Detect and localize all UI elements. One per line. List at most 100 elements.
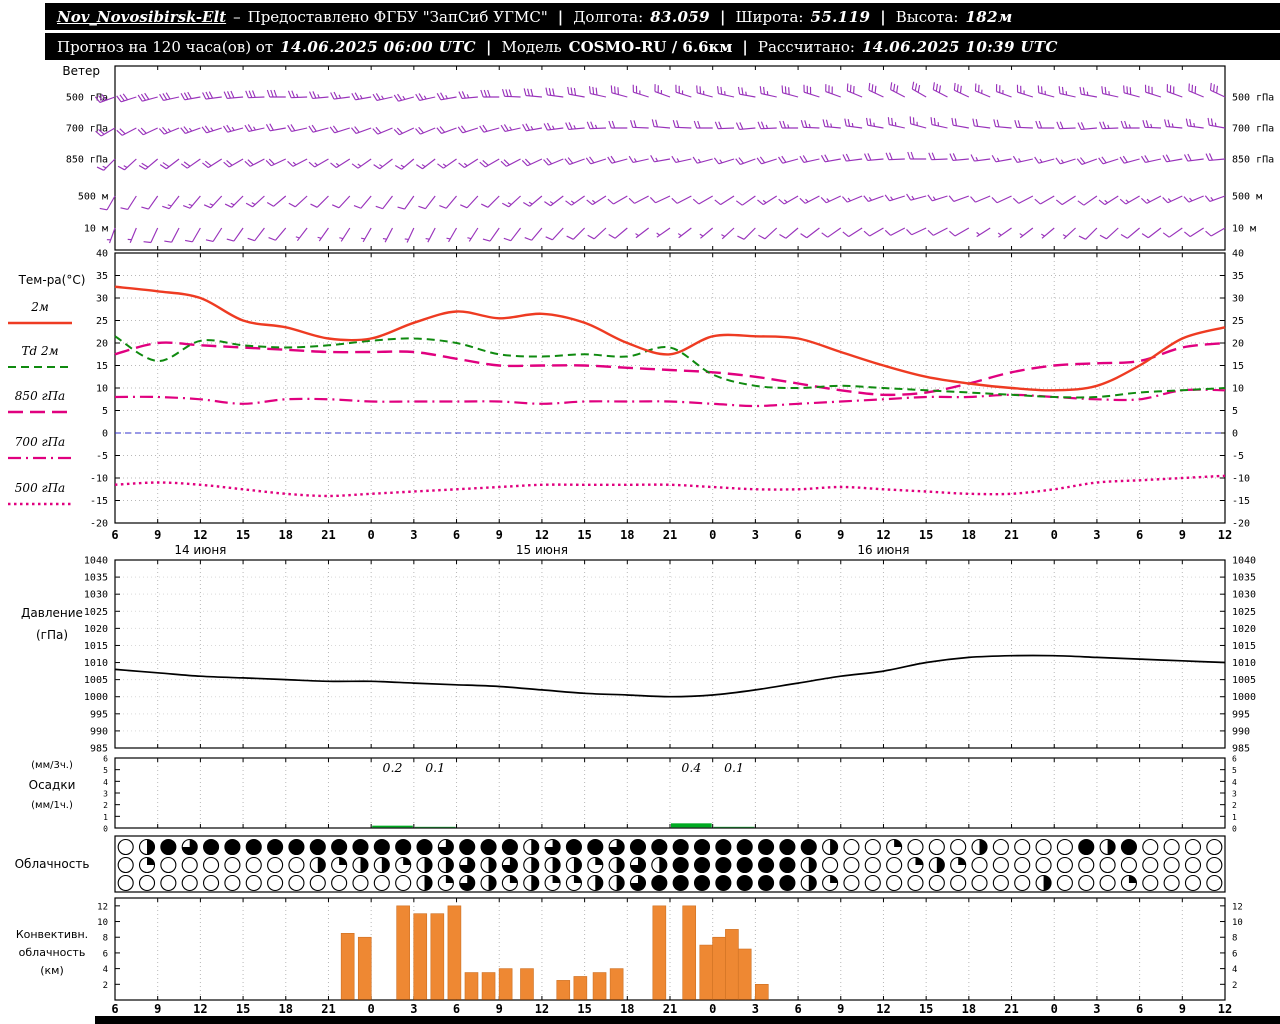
svg-text:9: 9 xyxy=(496,528,503,542)
cloudiness-panel: Облачность xyxy=(15,835,1226,893)
header-line2: Прогноз на 120 часа(ов) от 14.06.2025 06… xyxy=(45,33,1280,60)
svg-text:10: 10 xyxy=(97,918,108,928)
svg-text:4: 4 xyxy=(103,778,108,787)
svg-text:10: 10 xyxy=(1232,384,1244,395)
svg-text:985: 985 xyxy=(90,744,108,755)
bottom-time-axis: 6 9 12 15 18 21 0 3 6 9 12 15 18 21 0 3 6 9 12 15 18 21 0 3 6 9 12 xyxy=(111,1002,1232,1016)
svg-text:985: 985 xyxy=(1232,744,1250,755)
svg-text:21: 21 xyxy=(321,1002,335,1016)
svg-text:15 июня: 15 июня xyxy=(516,543,568,557)
svg-text:0.1: 0.1 xyxy=(425,760,445,775)
svg-text:15: 15 xyxy=(919,528,933,542)
separator-icon: | xyxy=(742,37,748,56)
svg-text:облачность: облачность xyxy=(19,946,86,959)
svg-text:18: 18 xyxy=(620,1002,634,1016)
svg-text:20: 20 xyxy=(96,339,108,350)
svg-text:Конвективн.: Конвективн. xyxy=(16,928,88,941)
svg-text:0: 0 xyxy=(102,429,108,440)
svg-text:18: 18 xyxy=(962,1002,976,1016)
svg-text:9: 9 xyxy=(496,1002,503,1016)
svg-text:1020: 1020 xyxy=(1232,624,1256,635)
svg-text:1040: 1040 xyxy=(84,556,108,567)
svg-text:2: 2 xyxy=(103,981,108,991)
svg-text:0: 0 xyxy=(709,528,716,542)
svg-text:850 гПа: 850 гПа xyxy=(1232,155,1274,166)
svg-text:-10: -10 xyxy=(1232,474,1250,485)
svg-text:12: 12 xyxy=(876,528,890,542)
svg-text:(гПа): (гПа) xyxy=(36,628,68,642)
svg-text:6: 6 xyxy=(1136,1002,1143,1016)
svg-text:40: 40 xyxy=(96,249,108,260)
svg-text:0: 0 xyxy=(368,528,375,542)
svg-text:1000: 1000 xyxy=(84,692,108,703)
svg-text:2м: 2м xyxy=(30,300,49,314)
svg-text:15: 15 xyxy=(919,1002,933,1016)
svg-text:1025: 1025 xyxy=(1232,607,1256,618)
svg-text:Осадки: Осадки xyxy=(29,778,76,792)
svg-text:6: 6 xyxy=(794,1002,801,1016)
svg-text:3: 3 xyxy=(103,790,108,799)
precipitation-panel: 0 0 1 1 2 2 3 3 4 4 5 5 6 6 0.2 0.1 0.4 0.1 (мм/3ч.) Осадки… xyxy=(29,755,1237,834)
svg-text:12: 12 xyxy=(1218,528,1232,542)
svg-text:12: 12 xyxy=(97,902,108,912)
wind-panel: Ветер 500 гПа 500 гПа 700 гПа 700 гПа 850 гПа… xyxy=(62,64,1274,251)
svg-text:35: 35 xyxy=(1232,271,1244,282)
svg-text:1010: 1010 xyxy=(84,658,108,669)
svg-text:12: 12 xyxy=(193,528,207,542)
svg-text:1035: 1035 xyxy=(84,573,108,584)
svg-text:1020: 1020 xyxy=(84,624,108,635)
latitude-label: Широта: xyxy=(735,7,804,26)
svg-text:995: 995 xyxy=(1232,709,1250,720)
svg-text:-10: -10 xyxy=(90,474,108,485)
svg-text:5: 5 xyxy=(102,406,108,417)
svg-text:12: 12 xyxy=(1218,1002,1232,1016)
svg-text:30: 30 xyxy=(96,294,108,305)
svg-text:6: 6 xyxy=(111,1002,118,1016)
header-line1: Nov_Novosibirsk-Elt – Предоставлено ФГБУ… xyxy=(45,3,1280,30)
svg-text:6: 6 xyxy=(1136,528,1143,542)
separator-icon: | xyxy=(486,37,492,56)
svg-text:700 гПа: 700 гПа xyxy=(1232,124,1274,135)
convective-cloud-panel: 2 2 4 4 6 6 8 8 10 10 12 12 Конвективн. облачность (км… xyxy=(16,897,1243,1001)
svg-text:500 м: 500 м xyxy=(78,192,108,203)
svg-text:1010: 1010 xyxy=(1232,658,1256,669)
svg-text:990: 990 xyxy=(1232,726,1250,737)
longitude-label: Долгота: xyxy=(573,7,644,26)
svg-text:8: 8 xyxy=(103,934,108,944)
svg-text:1: 1 xyxy=(1232,813,1237,822)
svg-text:1015: 1015 xyxy=(84,641,108,652)
svg-text:0: 0 xyxy=(368,1002,375,1016)
svg-text:14 июня: 14 июня xyxy=(174,543,226,557)
svg-text:21: 21 xyxy=(663,528,677,542)
svg-text:500 м: 500 м xyxy=(1232,192,1262,203)
svg-text:12: 12 xyxy=(193,1002,207,1016)
svg-text:6: 6 xyxy=(1232,949,1237,959)
svg-text:25: 25 xyxy=(1232,316,1244,327)
svg-text:1005: 1005 xyxy=(1232,675,1256,686)
altitude-label: Высота: xyxy=(895,7,959,26)
svg-text:6: 6 xyxy=(1232,755,1237,764)
time-axis: 6 9 12 15 18 21 0 3 6 9 12 15 18 21 0 3 6 9 12 15 18 21 0 3 6 9 12… xyxy=(111,528,1232,557)
svg-text:6: 6 xyxy=(453,528,460,542)
model-value: COSMO-RU / 6.6км xyxy=(568,37,733,56)
svg-text:0: 0 xyxy=(1051,1002,1058,1016)
svg-text:3: 3 xyxy=(1232,790,1237,799)
svg-text:8: 8 xyxy=(1232,934,1237,944)
svg-text:-20: -20 xyxy=(90,519,108,530)
svg-text:0: 0 xyxy=(1232,825,1237,834)
svg-text:700 гПа: 700 гПа xyxy=(66,124,108,135)
svg-text:16 июня: 16 июня xyxy=(857,543,909,557)
svg-text:3: 3 xyxy=(752,528,759,542)
header-dash: – xyxy=(233,7,241,26)
svg-text:0: 0 xyxy=(1232,429,1238,440)
longitude-value: 83.059 xyxy=(650,7,710,26)
svg-text:Давление: Давление xyxy=(21,606,83,620)
svg-text:9: 9 xyxy=(837,1002,844,1016)
svg-text:(мм/3ч.): (мм/3ч.) xyxy=(31,760,73,771)
svg-text:4: 4 xyxy=(1232,778,1237,787)
svg-text:Ветер: Ветер xyxy=(62,64,100,78)
svg-text:2: 2 xyxy=(1232,981,1237,991)
svg-text:2: 2 xyxy=(1232,801,1237,810)
svg-text:Облачность: Облачность xyxy=(15,857,90,871)
